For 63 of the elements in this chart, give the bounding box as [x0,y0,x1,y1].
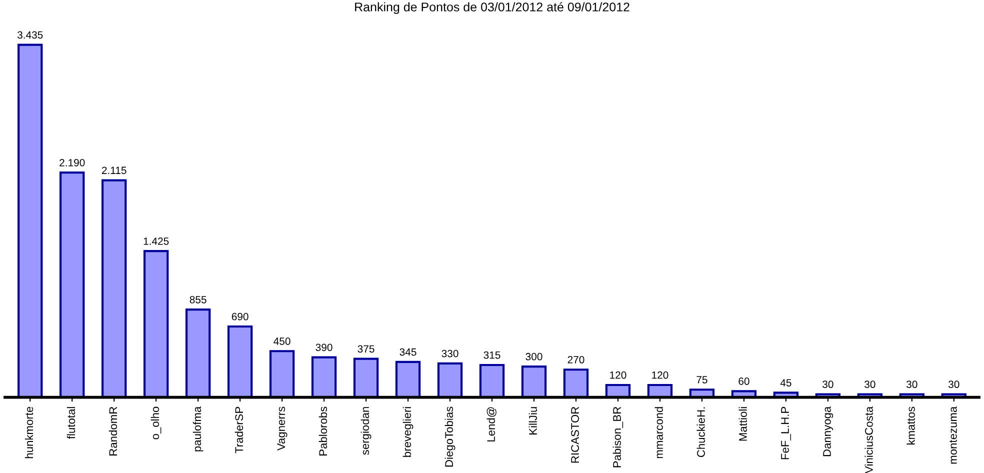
x-tick-label: hunkmorte [24,406,34,458]
x-tick-label: Lend@ [486,407,496,442]
data-label: 690 [232,312,248,320]
x-tick-label: TraderSP [234,406,244,454]
x-tick-label: breveglieri [402,407,414,457]
data-label: 60 [738,378,750,385]
x-tick-label: ChuckieH. [696,407,705,458]
data-label: 330 [442,350,458,358]
data-label: 390 [316,344,332,352]
data-label: 120 [610,371,626,379]
bar [185,308,211,398]
data-label: 75 [696,376,708,384]
data-label: 345 [400,348,416,356]
data-label: 450 [274,338,290,345]
x-tick-label: Mattioli [738,407,747,441]
x-tick-label: KillJiu [528,407,537,434]
x-tick-label: DiegoTobias [444,406,456,467]
x-tick-label: RandomR [108,406,118,456]
bar [353,358,379,398]
data-label: 30 [864,380,876,388]
bar [102,179,127,398]
bar [311,356,337,398]
bar [437,362,463,398]
x-tick-label: Pablorobs [318,406,328,456]
bar [605,384,631,398]
data-label: 855 [190,296,206,304]
data-label: 3.435 [17,31,43,39]
bar [60,172,85,398]
data-label: 2.115 [102,166,126,174]
bar [395,360,421,398]
data-label: 30 [948,380,960,388]
bar [563,368,589,398]
data-label: 375 [358,345,374,353]
bar [18,44,43,398]
bar [479,364,505,398]
x-tick-label: FeF_L.H.P [781,406,792,460]
x-tick-label: Pabison_BR [612,406,624,468]
x-tick-label: o_olho [150,406,162,440]
data-label: 30 [822,380,834,388]
bar [143,250,169,398]
x-tick-label: Dannyoga [823,406,834,456]
bar [227,325,253,398]
bar [647,384,673,398]
x-tick-label: montezuma [950,406,957,464]
data-label: 30 [906,380,918,388]
data-label: 300 [526,352,542,360]
x-tick-label: RICASTOR [571,406,579,463]
x-tick-label: flutotal [66,407,76,439]
data-label: 270 [568,356,584,364]
chart-title: Ranking de Pontos de 03/01/2012 até 09/01/2012 [355,2,630,14]
data-label: 1.425 [144,237,169,245]
data-label: 2.190 [60,158,85,166]
x-tick-label: paulofma [192,406,204,452]
bar [521,365,547,398]
x-tick-label: kmattos [906,406,915,444]
data-label: 315 [484,351,500,359]
x-tick-label: mmarcond [654,407,663,458]
data-label: 120 [652,371,668,379]
x-tick-label: ViniciusCosta [864,406,873,473]
x-tick-label: sergiodan [360,407,372,455]
data-label: 45 [780,379,792,386]
bar [269,350,295,398]
x-tick-label: Vagnerrs [277,406,288,451]
